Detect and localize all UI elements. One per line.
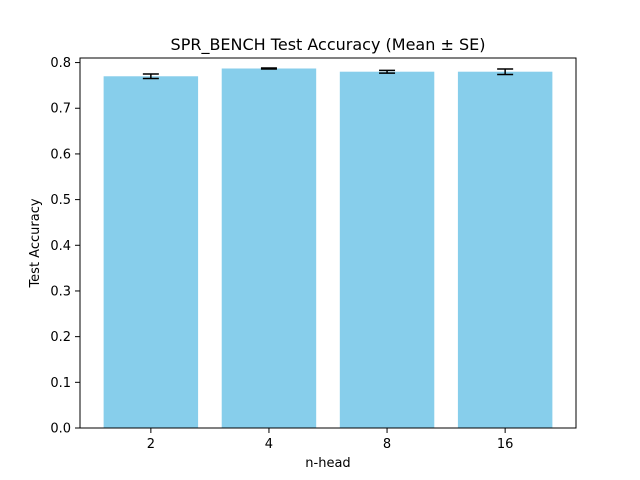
x-tick-label: 4 — [265, 437, 273, 452]
error-bar-8 — [379, 69, 396, 74]
y-tick-label: 0.5 — [50, 193, 71, 208]
y-tick-label: 0.7 — [50, 102, 71, 117]
y-tick-label: 0.1 — [50, 376, 71, 391]
y-axis-label: Test Accuracy — [28, 198, 43, 288]
bar-4 — [221, 68, 317, 429]
bar-2 — [103, 76, 199, 428]
bar-8 — [339, 71, 435, 428]
error-bars — [142, 67, 514, 80]
plot-frame — [79, 57, 577, 429]
y-tick-label: 0.2 — [50, 330, 71, 345]
x-axis-label: n-head — [305, 456, 350, 471]
x-tick-label: 2 — [147, 437, 155, 452]
y-tick-label: 0.0 — [50, 422, 71, 437]
chart-title: SPR_BENCH Test Accuracy (Mean ± SE) — [171, 35, 486, 55]
error-bar-16 — [497, 68, 514, 76]
x-tick-label: 16 — [497, 437, 514, 452]
y-tick-label: 0.3 — [50, 284, 71, 299]
y-tick-label: 0.6 — [50, 147, 71, 162]
y-tick-label: 0.8 — [50, 56, 71, 71]
y-axis-ticks: 0.0 0.1 0.2 0.3 0.4 0.5 0.6 0.7 0.8 — [50, 56, 80, 437]
bars — [103, 68, 553, 429]
x-tick-label: 8 — [383, 437, 391, 452]
error-bar-2 — [142, 73, 159, 80]
y-tick-label: 0.4 — [50, 239, 71, 254]
error-bar-4 — [260, 67, 277, 70]
x-axis-ticks: 2 4 8 16 — [147, 428, 514, 452]
bar-16 — [457, 71, 553, 428]
